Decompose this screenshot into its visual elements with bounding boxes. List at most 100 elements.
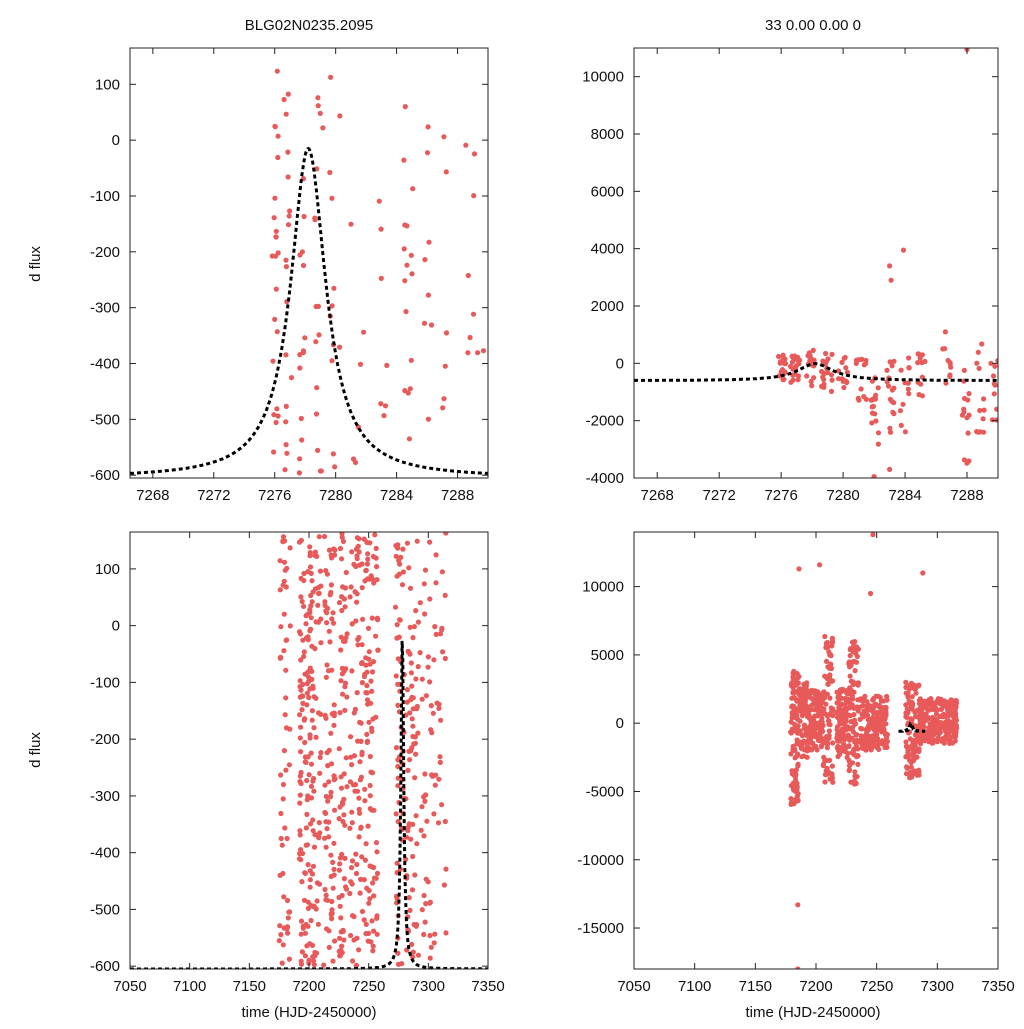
data-point xyxy=(919,707,925,714)
data-point xyxy=(331,872,337,878)
data-point xyxy=(902,429,909,435)
data-point xyxy=(917,355,923,361)
data-point xyxy=(272,316,278,322)
xlabel-left: time (HJD-2450000) xyxy=(241,1004,376,1021)
data-point xyxy=(408,252,414,258)
data-point xyxy=(348,221,354,227)
data-point xyxy=(308,570,314,577)
data-point xyxy=(797,718,803,724)
data-point xyxy=(935,737,941,743)
data-point xyxy=(304,702,310,708)
data-point xyxy=(421,833,427,839)
data-point xyxy=(273,228,279,234)
data-point xyxy=(275,133,281,139)
data-point xyxy=(782,361,789,367)
data-point xyxy=(373,875,379,881)
data-point xyxy=(807,694,813,700)
data-point xyxy=(942,329,949,335)
data-point xyxy=(298,415,304,422)
data-point xyxy=(870,742,876,748)
data-point xyxy=(339,892,345,899)
data-point xyxy=(848,779,854,785)
data-point xyxy=(809,702,815,708)
data-point xyxy=(307,553,313,559)
data-point xyxy=(317,568,323,574)
y-tick-label: 0 xyxy=(616,355,624,372)
data-point xyxy=(309,871,316,877)
data-point xyxy=(423,693,429,699)
data-point xyxy=(410,821,416,828)
data-point xyxy=(813,697,819,703)
data-point xyxy=(297,779,303,785)
data-point xyxy=(821,740,827,746)
data-point xyxy=(298,918,305,924)
data-point xyxy=(400,546,406,552)
data-point xyxy=(365,625,372,631)
data-point xyxy=(330,859,336,866)
y-tick-label: 100 xyxy=(95,76,120,93)
data-point xyxy=(427,955,433,961)
data-point xyxy=(349,668,355,674)
data-point xyxy=(409,941,415,948)
data-point xyxy=(371,893,377,899)
x-tick-label: 7150 xyxy=(233,978,266,995)
data-point xyxy=(443,532,449,536)
data-point xyxy=(411,624,417,630)
data-point xyxy=(841,743,847,750)
data-point xyxy=(443,930,449,936)
data-point xyxy=(795,377,801,383)
data-point xyxy=(275,154,281,161)
data-point xyxy=(327,639,333,645)
data-point xyxy=(891,411,897,417)
y-tick-label: 0 xyxy=(616,715,624,732)
data-point xyxy=(347,594,353,600)
data-point xyxy=(328,582,334,588)
data-point xyxy=(781,356,788,362)
data-point xyxy=(351,753,358,759)
data-point xyxy=(427,679,433,685)
plot-frame xyxy=(633,47,999,479)
data-point xyxy=(332,807,338,813)
data-point xyxy=(384,362,390,368)
data-point xyxy=(393,745,400,751)
data-point xyxy=(402,222,408,228)
data-point xyxy=(858,696,864,702)
data-point xyxy=(363,921,369,928)
data-point xyxy=(347,890,353,897)
data-point xyxy=(308,917,314,924)
model-curve xyxy=(898,721,926,733)
data-point xyxy=(851,751,857,758)
data-point xyxy=(410,706,416,712)
data-point xyxy=(301,653,307,660)
data-point xyxy=(366,719,372,725)
data-point xyxy=(371,928,377,934)
data-point xyxy=(338,678,344,684)
data-point xyxy=(947,738,953,744)
data-point xyxy=(442,655,448,662)
y-tick-label: -2000 xyxy=(586,413,624,430)
data-point xyxy=(373,545,379,552)
data-point xyxy=(936,731,942,737)
panel-top-right: 7268 7272 7276 7280 7284 7288 10000 8000 6000 400… xyxy=(582,47,999,504)
data-point xyxy=(873,418,879,424)
data-point xyxy=(981,407,987,413)
data-point xyxy=(323,793,329,800)
data-point xyxy=(847,673,853,679)
data-point xyxy=(337,804,343,810)
y-tick-label: 0 xyxy=(112,618,120,635)
data-point xyxy=(337,861,343,867)
data-point xyxy=(331,840,337,846)
data-point xyxy=(834,709,840,716)
y-tick-label: -600 xyxy=(90,467,120,484)
data-point xyxy=(284,450,290,456)
data-point xyxy=(437,631,444,637)
data-point xyxy=(374,577,380,583)
data-point xyxy=(301,897,308,903)
data-point xyxy=(799,754,805,760)
data-point xyxy=(309,708,315,714)
data-point xyxy=(364,683,370,689)
data-point xyxy=(358,720,364,726)
data-point xyxy=(339,607,345,614)
data-point xyxy=(313,339,319,345)
data-point xyxy=(356,806,362,813)
